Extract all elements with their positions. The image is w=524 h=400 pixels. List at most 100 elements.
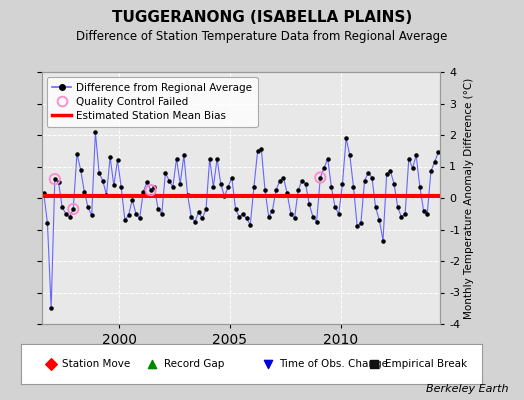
Legend: Difference from Regional Average, Quality Control Failed, Estimated Station Mean: Difference from Regional Average, Qualit… xyxy=(47,77,257,127)
Point xyxy=(361,178,369,184)
Point xyxy=(143,179,151,186)
Point xyxy=(165,178,173,184)
Point xyxy=(383,171,391,178)
Text: Record Gap: Record Gap xyxy=(164,359,224,369)
Text: Station Move: Station Move xyxy=(62,359,130,369)
Point xyxy=(135,215,144,222)
Text: Time of Obs. Change: Time of Obs. Change xyxy=(279,359,388,369)
Point xyxy=(66,214,74,220)
Point xyxy=(54,179,63,186)
Point xyxy=(339,181,347,187)
Point xyxy=(69,206,78,212)
Text: Empirical Break: Empirical Break xyxy=(385,359,467,369)
Point xyxy=(408,165,417,171)
Point xyxy=(434,149,442,156)
Point xyxy=(147,187,155,193)
Point xyxy=(316,174,324,181)
Point xyxy=(394,204,402,211)
Point xyxy=(220,193,228,200)
Point xyxy=(309,214,317,220)
Point xyxy=(128,196,136,203)
Point xyxy=(209,184,217,190)
Point xyxy=(213,156,221,162)
Point xyxy=(169,184,177,190)
Point xyxy=(405,156,413,162)
Point xyxy=(305,201,313,208)
Point xyxy=(106,154,114,160)
Point xyxy=(147,187,155,193)
Point xyxy=(69,206,78,212)
Point xyxy=(205,156,214,162)
Point xyxy=(176,181,184,187)
Point xyxy=(102,192,111,198)
Point xyxy=(132,210,140,217)
Point xyxy=(423,210,431,217)
Point xyxy=(294,187,302,193)
Point xyxy=(47,361,55,367)
Point xyxy=(320,165,328,171)
Point xyxy=(364,170,373,176)
Text: Difference of Station Temperature Data from Regional Average: Difference of Station Temperature Data f… xyxy=(77,30,447,43)
Point xyxy=(334,210,343,217)
Point xyxy=(257,146,266,152)
Point xyxy=(290,215,299,222)
Point xyxy=(279,174,288,181)
Point xyxy=(283,190,291,196)
Point xyxy=(47,305,56,312)
Point xyxy=(154,206,162,212)
Point xyxy=(427,168,435,174)
Point xyxy=(261,187,269,193)
Point xyxy=(40,190,48,196)
Point xyxy=(272,187,280,193)
Point xyxy=(379,237,387,244)
Point xyxy=(124,212,133,218)
Point xyxy=(150,184,159,190)
Point xyxy=(148,361,157,367)
Point xyxy=(268,207,277,214)
Point xyxy=(264,361,272,367)
Point xyxy=(298,178,306,184)
Point xyxy=(161,170,170,176)
Point xyxy=(202,206,210,212)
Point xyxy=(227,174,236,181)
Point xyxy=(397,214,406,220)
Point xyxy=(80,188,89,195)
Point xyxy=(312,218,321,225)
Point xyxy=(276,178,284,184)
Text: Berkeley Earth: Berkeley Earth xyxy=(426,384,508,394)
Point xyxy=(43,220,52,226)
Point xyxy=(191,218,199,225)
Point xyxy=(113,157,122,163)
Point xyxy=(346,152,354,159)
Point xyxy=(301,181,310,187)
Point xyxy=(331,204,339,211)
Point xyxy=(368,174,376,181)
Point xyxy=(91,129,100,135)
Point xyxy=(183,192,192,198)
Point xyxy=(88,212,96,218)
Point xyxy=(357,220,365,226)
Point xyxy=(172,156,181,162)
Y-axis label: Monthly Temperature Anomaly Difference (°C): Monthly Temperature Anomaly Difference (… xyxy=(464,77,474,319)
Point xyxy=(224,184,232,190)
Point xyxy=(239,210,247,217)
Point xyxy=(386,168,395,174)
Point xyxy=(58,204,67,211)
Point xyxy=(323,156,332,162)
Point xyxy=(187,214,195,220)
Text: TUGGERANONG (ISABELLA PLAINS): TUGGERANONG (ISABELLA PLAINS) xyxy=(112,10,412,25)
Point xyxy=(327,184,335,190)
Point xyxy=(51,176,59,182)
Point xyxy=(216,181,225,187)
Point xyxy=(350,184,358,190)
Point xyxy=(198,215,206,222)
Point xyxy=(158,210,166,217)
Point xyxy=(416,184,424,190)
Point xyxy=(180,152,188,159)
Point xyxy=(390,181,398,187)
Point xyxy=(419,207,428,214)
Point xyxy=(121,217,129,223)
Point xyxy=(243,215,251,222)
Point xyxy=(353,223,362,230)
Point xyxy=(287,210,295,217)
